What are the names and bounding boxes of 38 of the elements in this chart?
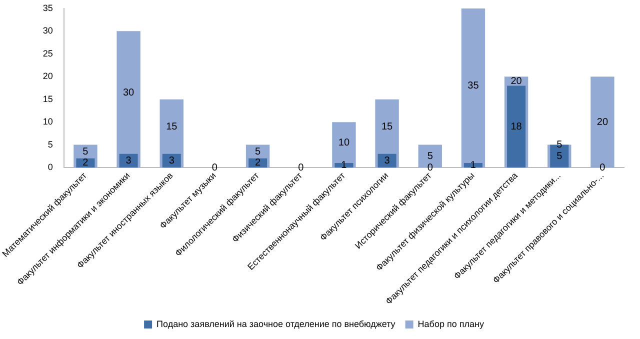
y-tick-label: 35: [42, 2, 53, 13]
data-label: 15: [166, 121, 178, 132]
data-label: 0: [427, 162, 434, 174]
data-label: 3: [126, 155, 132, 166]
bar: [119, 154, 138, 168]
legend-label: Подано заявлений на заочное отделение по внебюджету: [156, 318, 396, 329]
data-label: 15: [381, 121, 394, 132]
y-tick-label: 15: [42, 94, 53, 104]
data-label: 20: [596, 116, 608, 128]
legend-label: Набор по плану: [418, 318, 484, 329]
bar: [162, 154, 181, 168]
data-label: 30: [122, 87, 135, 98]
y-tick-label: 25: [42, 48, 53, 58]
bar: [378, 154, 396, 168]
data-label: 5: [556, 150, 563, 162]
y-tick-label: 20: [42, 71, 53, 82]
y-tick-label: 0: [48, 162, 53, 172]
data-label: 0: [600, 162, 606, 174]
bar: [332, 122, 356, 168]
data-label: 3: [384, 155, 390, 166]
data-label: 2: [255, 158, 262, 169]
data-label: 2: [82, 158, 89, 169]
data-label: 5: [427, 150, 434, 162]
data-label: 18: [510, 121, 522, 132]
data-label: 20: [510, 76, 522, 87]
y-tick-label: 10: [42, 116, 53, 127]
data-label: 5: [255, 146, 262, 158]
data-label: 3: [168, 155, 175, 166]
y-tick-label: 30: [42, 26, 53, 36]
data-label: 0: [298, 162, 304, 174]
data-label: 35: [468, 80, 480, 92]
bar: [461, 8, 486, 168]
y-tick-label: 5: [48, 139, 53, 150]
bar: [507, 86, 526, 168]
data-label: 10: [338, 137, 350, 148]
data-label: 5: [82, 146, 89, 158]
bar: [116, 31, 140, 168]
data-label: 0: [212, 162, 218, 174]
